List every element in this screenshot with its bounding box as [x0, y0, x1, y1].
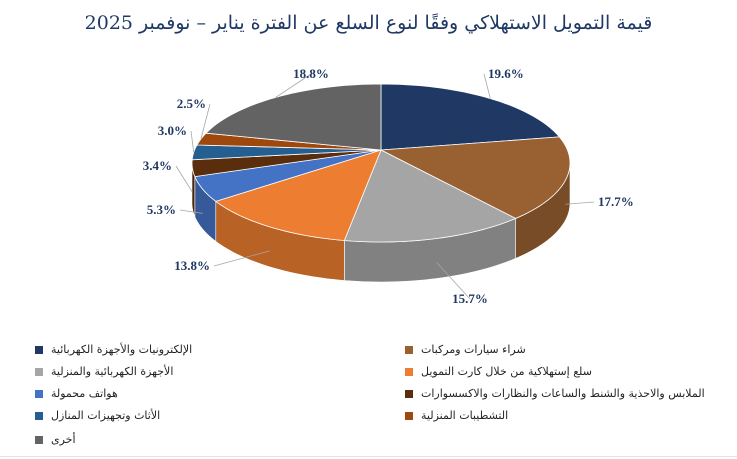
- data-label: 2.5%: [177, 96, 206, 111]
- legend-label: الأثاث وتجهيزات المنازل: [51, 409, 161, 422]
- pie-slice[interactable]: [214, 149, 382, 241]
- data-label: 13.8%: [174, 258, 210, 273]
- legend-label: الملابس والاحذية والشنط والساعات والنظار…: [421, 387, 705, 400]
- legend-label: أخرى: [51, 433, 76, 446]
- legend-label: شراء سيارات ومركبات: [421, 343, 526, 356]
- legend-item: الأجهزة الكهربائية والمنزلية: [35, 365, 173, 378]
- legend-swatch: [35, 367, 43, 376]
- leader-line: [275, 73, 312, 98]
- legend-item: سلع إستهلاكية من خلال كارت التمويل: [405, 365, 592, 378]
- leader-line: [175, 165, 193, 193]
- legend-item: الإلكترونيات والأجهزة الكهربائية: [35, 343, 192, 356]
- legend-swatch: [405, 345, 413, 354]
- legend-label: الإلكترونيات والأجهزة الكهربائية: [51, 343, 193, 356]
- data-label: 15.7%: [452, 291, 488, 306]
- pie-slice[interactable]: [343, 149, 517, 243]
- legend-item: الأثاث وتجهيزات المنازل: [35, 409, 160, 422]
- pie-slice[interactable]: [191, 149, 382, 178]
- leader-line: [190, 130, 195, 153]
- data-label: 17.7%: [598, 194, 634, 209]
- legend-swatch: [405, 389, 413, 398]
- data-label: 3.4%: [143, 158, 172, 173]
- legend-swatch: [405, 367, 413, 376]
- legend-item: الملابس والاحذية والشنط والساعات والنظار…: [405, 387, 705, 400]
- chart-title: قيمة التمويل الاستهلاكي وفقًا لنوع السلع…: [84, 12, 653, 34]
- legend-item: شراء سيارات ومركبات: [405, 343, 526, 356]
- legend-swatch: [35, 389, 43, 398]
- data-label: 5.3%: [147, 202, 176, 217]
- leader-line: [436, 262, 471, 300]
- leader-line: [565, 201, 595, 205]
- pie-chart: 19.6% 17.7% 15.7% 13.8% 5.3% 3.4% 3.0% 2.5% 18.8…: [143, 66, 634, 306]
- legend-swatch: [35, 411, 43, 420]
- legend-label: سلع إستهلاكية من خلال كارت التمويل: [421, 365, 592, 378]
- data-label: 19.6%: [488, 66, 524, 81]
- leader-line: [179, 209, 203, 214]
- legend-swatch: [35, 435, 43, 444]
- divider: [0, 456, 737, 457]
- leader-line: [200, 103, 211, 140]
- legend-label: الأجهزة الكهربائية والمنزلية: [51, 365, 174, 378]
- legend-item: التشطيبات المنزلية: [405, 409, 508, 422]
- data-label: 3.0%: [158, 123, 187, 138]
- legend-item: أخرى: [35, 433, 76, 446]
- legend-item: هواتف محمولة: [35, 387, 118, 400]
- leader-line: [213, 250, 270, 267]
- pie-slice[interactable]: [379, 136, 571, 219]
- legend-label: التشطيبات المنزلية: [421, 409, 509, 422]
- legend-label: هواتف محمولة: [51, 387, 118, 400]
- pie-slice[interactable]: [194, 149, 382, 202]
- legend-swatch: [405, 411, 413, 420]
- legend-swatch: [35, 345, 43, 354]
- leader-line: [483, 73, 491, 99]
- data-label: 18.8%: [293, 66, 329, 81]
